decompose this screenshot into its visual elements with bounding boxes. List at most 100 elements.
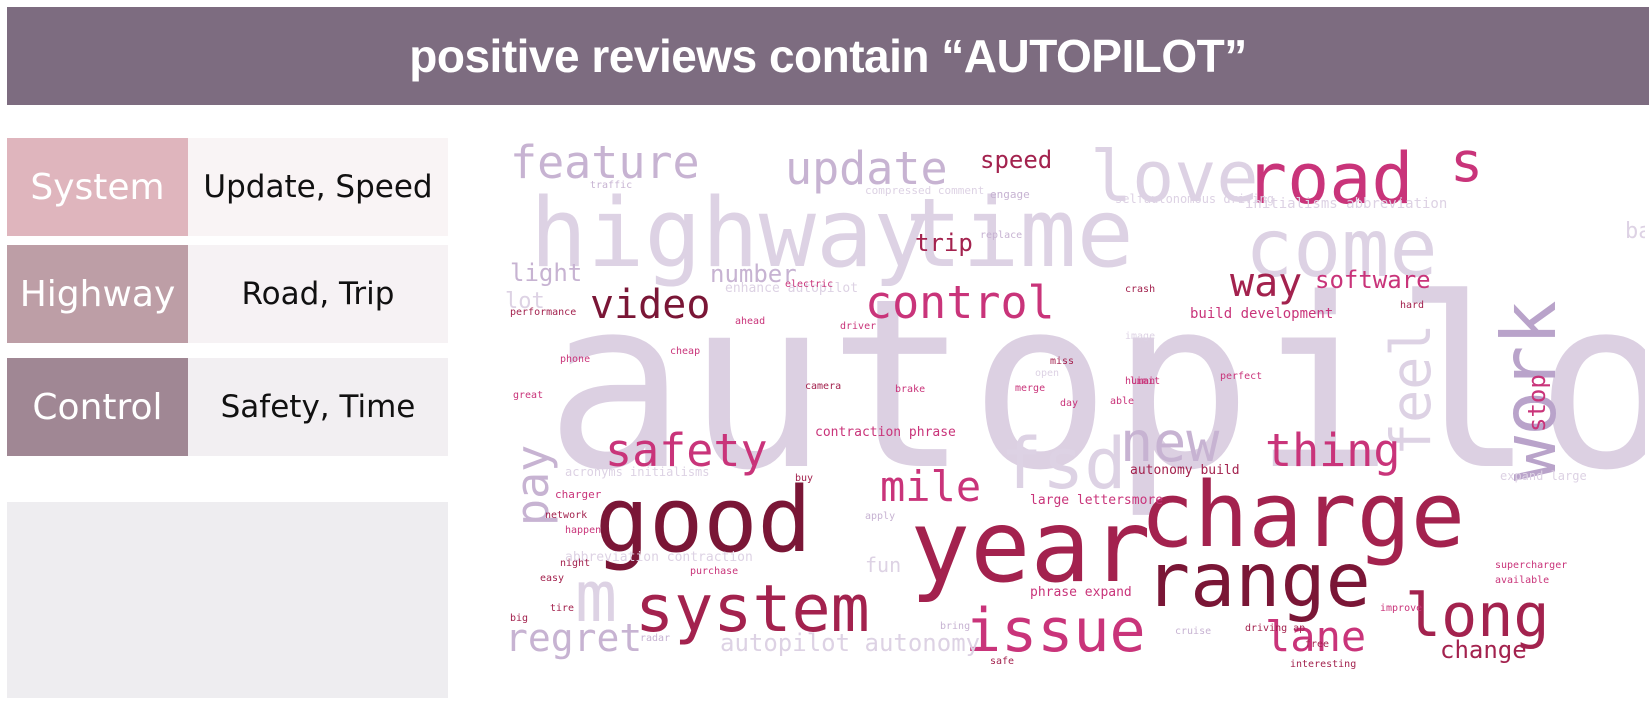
cloud-word-trip: trip: [915, 229, 973, 257]
cloud-word-s: s: [1450, 130, 1483, 194]
cloud-word-system: system: [635, 572, 870, 647]
cloud-word-pay: pay: [506, 445, 559, 526]
cloud-word-bring: bring: [940, 621, 970, 632]
cloud-word-update: update: [785, 142, 948, 195]
cloud-word-human: human: [1125, 376, 1155, 387]
topic-row-highway: Highway Road, Trip: [7, 245, 448, 343]
page-title: positive reviews contain “AUTOPILOT”: [7, 7, 1649, 105]
topic-keywords-system: Update, Speed: [188, 138, 448, 236]
cloud-word-camera: camera: [805, 381, 841, 392]
cloud-word-speed: speed: [980, 146, 1052, 174]
cloud-word-driving-ap: driving ap: [1245, 623, 1305, 634]
cloud-word-m: m: [575, 556, 617, 638]
cloud-word-number: number: [710, 260, 797, 288]
cloud-word-phrase-expand: phrase expand: [1030, 585, 1132, 600]
cloud-word-free: free: [1305, 639, 1329, 650]
cloud-word-abbreviation-contraction: abbreviation contraction: [565, 550, 753, 565]
cloud-word-new: new: [1120, 410, 1220, 474]
cloud-word-able: able: [1110, 396, 1134, 407]
cloud-word-lot: lot: [505, 289, 545, 314]
cloud-word-battery: battery: [1625, 219, 1645, 244]
cloud-word-tire: tire: [550, 603, 574, 614]
cloud-word-miss: miss: [1050, 356, 1074, 367]
cloud-word-expand-large: expand large: [1500, 469, 1587, 483]
cloud-word-autonomy-build: autonomy build: [1130, 463, 1240, 478]
cloud-word-fun: fun: [865, 553, 901, 577]
topic-keywords-highway: Road, Trip: [188, 245, 448, 343]
cloud-word-long: long: [1405, 581, 1550, 651]
cloud-word-way: way: [1230, 260, 1302, 306]
cloud-word-traffic: traffic: [590, 180, 632, 191]
cloud-word-hard: hard: [1400, 300, 1424, 311]
cloud-word-big: big: [510, 613, 528, 624]
cloud-word-great: great: [513, 390, 543, 401]
cloud-word-mile: mile: [880, 462, 981, 511]
cloud-word-light: light: [510, 259, 582, 287]
cloud-word-brake: brake: [895, 384, 925, 395]
topic-row-control: Control Safety, Time: [7, 358, 448, 456]
cloud-word-radar: radar: [640, 633, 670, 644]
cloud-word-buy: buy: [795, 473, 813, 484]
cloud-word-work: work: [1485, 300, 1573, 481]
cloud-word-issue: issue: [965, 596, 1146, 666]
cloud-word-initialisms-abbreviation: initialisms abbreviation: [1245, 196, 1447, 212]
cloud-word-road: road: [1245, 138, 1414, 220]
cloud-word-selfautonomous-driving: selfautonomous driving: [1115, 192, 1274, 206]
cloud-word-software: software: [1315, 266, 1431, 294]
cloud-word-good: good: [595, 468, 812, 573]
cloud-word-acronyms-initialisms: acronyms initialisms: [565, 465, 710, 479]
cloud-word-love: love: [1090, 136, 1259, 218]
cloud-word-lane: lane: [1265, 612, 1366, 661]
cloud-word-performance: performance: [510, 307, 576, 318]
cloud-word-feel: feel: [1379, 324, 1443, 456]
topic-row-system: System Update, Speed: [7, 138, 448, 236]
cloud-word-limit: limit: [1130, 376, 1160, 387]
cloud-word-enhance-autopilot: enhance autopilot: [725, 281, 858, 296]
cloud-word-time: time: [905, 179, 1134, 289]
cloud-word-network: network: [545, 510, 587, 521]
cloud-word-highway: highway: [530, 179, 930, 289]
cloud-word-ahead: ahead: [735, 316, 765, 327]
cloud-word-regret: regret: [505, 616, 642, 660]
cloud-word-charger: charger: [555, 488, 602, 501]
cloud-word-year: year: [910, 488, 1151, 605]
cloud-word-range: range: [1145, 536, 1371, 624]
cloud-word-stop: stop: [1523, 374, 1551, 432]
empty-panel: [7, 502, 448, 698]
topic-label-highway: Highway: [7, 245, 188, 343]
cloud-word-driver: driver: [840, 321, 876, 332]
cloud-word-purchase: purchase: [690, 566, 738, 577]
cloud-word-come: come: [1245, 202, 1438, 295]
cloud-word-contraction-phrase: contraction phrase: [815, 425, 956, 440]
cloud-word-cheap: cheap: [670, 346, 700, 357]
cloud-word-electric: electric: [785, 279, 833, 290]
cloud-word-supercharger: supercharger: [1495, 560, 1567, 571]
cloud-word-cruise: cruise: [1175, 626, 1211, 637]
topic-label-system: System: [7, 138, 188, 236]
cloud-word-safety: safety: [605, 424, 768, 477]
cloud-word-fsd: fsd: [1000, 423, 1126, 505]
cloud-word-available: available: [1495, 575, 1549, 586]
topic-keywords-control: Safety, Time: [188, 358, 448, 456]
cloud-word-charge: charge: [1140, 463, 1465, 568]
cloud-word-safe: safe: [990, 656, 1014, 667]
cloud-word-easy: easy: [540, 573, 564, 584]
cloud-word-autopilot-autonomy: autopilot autonomy: [720, 629, 980, 657]
cloud-word-thing: thing: [1265, 424, 1400, 477]
cloud-word-apply: apply: [865, 511, 895, 522]
cloud-word-improve: improve: [1380, 603, 1422, 614]
cloud-word-crash: crash: [1125, 284, 1155, 295]
cloud-word-image: image: [1125, 331, 1155, 342]
cloud-word-build-development: build development: [1190, 306, 1333, 322]
cloud-word-engage: engage: [990, 188, 1030, 201]
cloud-word-feature: feature: [510, 136, 700, 189]
cloud-word-compressed-comment: compressed comment: [865, 184, 984, 197]
cloud-word-happen: happen: [565, 525, 601, 536]
cloud-word-open: open: [1035, 368, 1059, 379]
cloud-word-merge: merge: [1015, 383, 1045, 394]
cloud-word-autopilot: autopilot: [545, 249, 1645, 522]
cloud-word-replace: replace: [980, 230, 1022, 241]
cloud-word-perfect: perfect: [1220, 371, 1262, 382]
cloud-word-video: video: [590, 282, 710, 328]
